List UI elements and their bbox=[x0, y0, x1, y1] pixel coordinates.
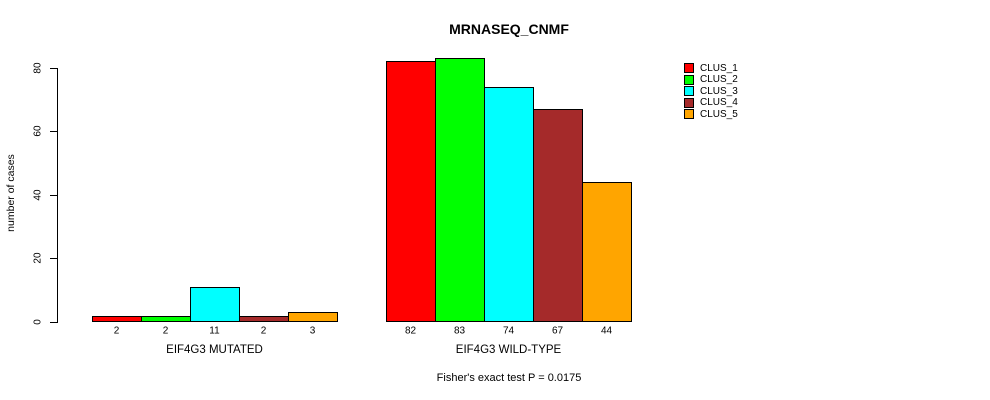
y-axis-tick bbox=[50, 195, 57, 196]
legend-label: CLUS_2 bbox=[700, 74, 738, 85]
legend-label: CLUS_1 bbox=[700, 62, 738, 74]
legend-item: CLUS_4 bbox=[684, 97, 738, 108]
bar-value-label: 74 bbox=[502, 325, 515, 337]
bar-value-label: 2 bbox=[260, 325, 267, 337]
bar bbox=[484, 87, 534, 322]
y-axis-tick bbox=[50, 258, 57, 259]
legend-label: CLUS_4 bbox=[700, 97, 738, 108]
y-axis-tick-label: 80 bbox=[32, 62, 44, 74]
bar bbox=[92, 316, 142, 322]
y-axis-tick bbox=[50, 131, 57, 132]
bar-value-label: 3 bbox=[309, 325, 316, 337]
chart-title: MRNASEQ_CNMF bbox=[449, 21, 569, 37]
y-axis-line bbox=[57, 67, 58, 323]
legend-swatch bbox=[684, 74, 694, 85]
bar-value-label: 2 bbox=[162, 325, 169, 337]
y-axis-tick bbox=[50, 322, 57, 323]
bar-value-label: 83 bbox=[453, 325, 466, 337]
legend-swatch bbox=[684, 109, 694, 119]
bar bbox=[386, 61, 436, 322]
bar-value-label: 2 bbox=[113, 325, 120, 337]
legend: CLUS_1 CLUS_2 CLUS_3 CLUS_4 CLUS_5 bbox=[684, 62, 738, 120]
legend-swatch bbox=[684, 86, 694, 96]
y-axis-title: number of cases bbox=[5, 154, 17, 232]
bar bbox=[239, 316, 289, 322]
bar-value-label: 11 bbox=[209, 325, 220, 337]
bar bbox=[533, 109, 583, 322]
y-axis-tick bbox=[50, 68, 57, 69]
bar bbox=[190, 287, 240, 322]
y-axis-tick-label: 20 bbox=[32, 252, 44, 264]
y-axis-tick-label: 40 bbox=[32, 189, 44, 201]
bar-value-label: 44 bbox=[600, 325, 613, 337]
y-axis-tick-label: 0 bbox=[32, 319, 44, 325]
legend-item: CLUS_3 bbox=[684, 85, 738, 97]
group-label: EIF4G3 MUTATED bbox=[166, 344, 263, 356]
legend-label: CLUS_5 bbox=[700, 108, 738, 120]
legend-label: CLUS_3 bbox=[700, 85, 738, 97]
bar-value-label: 67 bbox=[551, 325, 564, 337]
legend-item: CLUS_2 bbox=[684, 74, 738, 85]
group-label: EIF4G3 WILD-TYPE bbox=[455, 344, 562, 356]
y-axis-tick-label: 60 bbox=[32, 125, 44, 137]
bar bbox=[141, 316, 191, 322]
legend-swatch bbox=[684, 97, 694, 108]
bar bbox=[435, 58, 485, 322]
legend-swatch bbox=[684, 63, 694, 73]
bar bbox=[582, 182, 632, 322]
legend-item: CLUS_1 bbox=[684, 62, 738, 74]
bar-value-label: 82 bbox=[404, 325, 417, 337]
bar bbox=[288, 312, 338, 322]
legend-item: CLUS_5 bbox=[684, 108, 738, 120]
caption: Fisher's exact test P = 0.0175 bbox=[436, 372, 582, 384]
